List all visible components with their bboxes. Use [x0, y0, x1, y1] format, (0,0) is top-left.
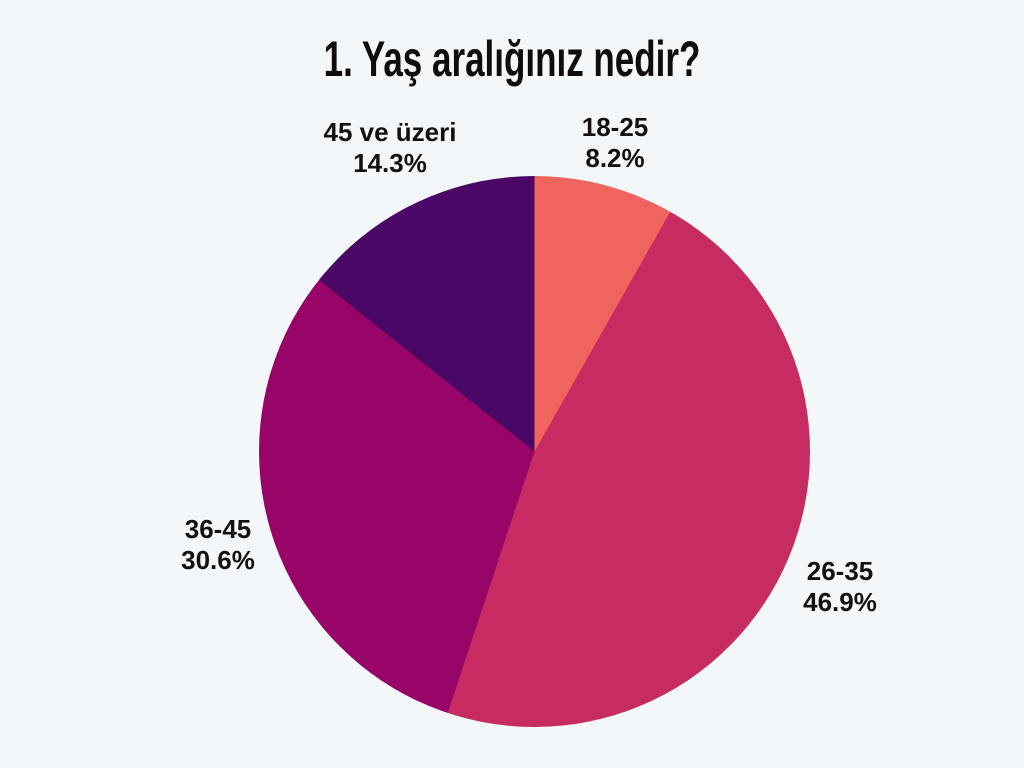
- slice-label-26-35: 26-35 46.9%: [803, 556, 877, 618]
- slice-percent-text: 30.6%: [181, 545, 255, 575]
- slice-category-text: 26-35: [806, 556, 874, 586]
- slice-label-45-ve-uzeri: 45 ve üzeri 14.3%: [324, 117, 457, 179]
- slice-percent-text: 8.2%: [585, 143, 645, 173]
- pie-chart: [259, 176, 810, 727]
- slice-label-18-25: 18-25 8.2%: [582, 112, 649, 174]
- slice-category-text: 36-45: [184, 514, 252, 544]
- chart-title: 1. Yaş aralığınız nedir?: [323, 31, 701, 87]
- slice-category-text: 18-25: [581, 112, 649, 142]
- slice-percent-text: 46.9%: [803, 587, 877, 617]
- slice-label-36-45: 36-45 30.6%: [181, 514, 255, 576]
- slice-category-text: 45 ve üzeri: [323, 117, 457, 147]
- slice-percent-text: 14.3%: [353, 148, 427, 178]
